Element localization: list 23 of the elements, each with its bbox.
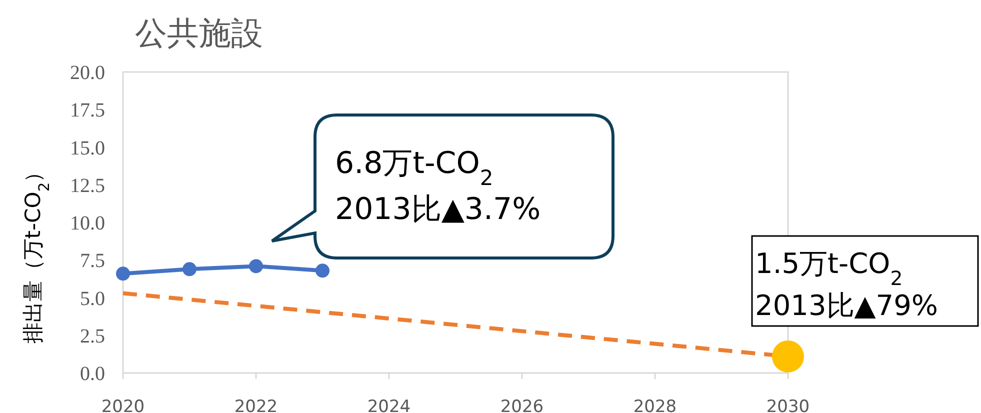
- point: [249, 259, 263, 274]
- x-tick-label: 2028: [633, 397, 677, 413]
- point: [772, 340, 804, 372]
- y-tick-label: 10.0: [70, 212, 105, 234]
- annotation: 1.5万t-CO$_{2}$ 2013比▲79%: [755, 247, 938, 322]
- y-tick-label: 0.0: [80, 363, 105, 385]
- x-tick-label: 2020: [101, 397, 145, 413]
- x-tick-label: 2024: [367, 397, 411, 413]
- y-tick-label: 20.0: [70, 62, 105, 84]
- y-tick-label: 17.5: [70, 100, 105, 122]
- point: [116, 266, 130, 281]
- annotation: 6.8万t-CO$_{2}$ 2013比▲3.7%: [335, 146, 541, 227]
- y-tick-label: 2.5: [80, 325, 105, 348]
- y-tick-label: 15.0: [70, 137, 105, 160]
- y-tick-label: 7.5: [80, 250, 105, 272]
- point: [182, 262, 196, 276]
- chart-title: 公共施設: [135, 14, 263, 52]
- y-tick-label: 12.5: [70, 174, 105, 197]
- point: [316, 264, 330, 278]
- y-tick-label: 5.0: [80, 288, 105, 310]
- x-tick-label: 2022: [234, 397, 278, 413]
- x-tick-label: 2026: [500, 397, 544, 413]
- x-tick-label: 2030: [766, 397, 810, 413]
